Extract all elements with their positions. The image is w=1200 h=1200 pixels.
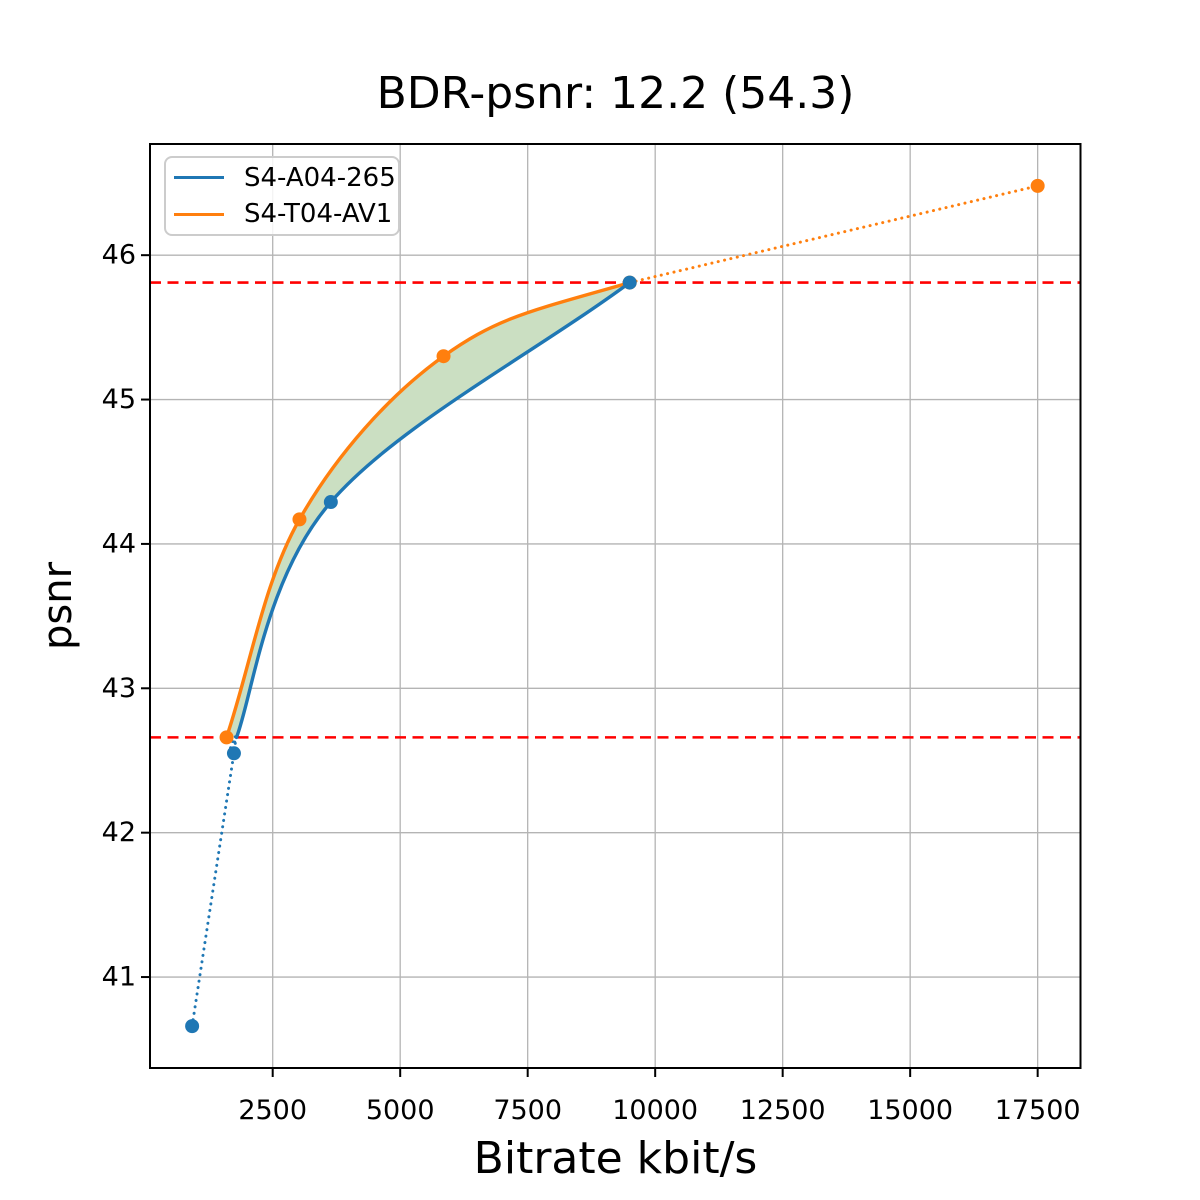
y-tick-label: 44 [102, 528, 136, 559]
x-tick-label: 15000 [867, 1095, 953, 1126]
x-axis-label: Bitrate kbit/s [473, 1133, 758, 1184]
legend-line-sample-orange [174, 212, 224, 216]
series-marker-orange [436, 349, 451, 364]
chart-title: BDR-psnr: 12.2 (54.3) [376, 68, 855, 119]
legend-label: S4-A04-265 [244, 162, 396, 193]
series-dotted-line-blue [190, 734, 238, 1028]
legend: S4-A04-265 S4-T04-AV1 [164, 156, 400, 236]
x-tick-label: 2500 [238, 1095, 307, 1126]
series-dotted-line-orange [628, 184, 1040, 285]
x-tick-label: 7500 [493, 1095, 562, 1126]
series-marker-orange [292, 512, 307, 527]
series-marker-orange [219, 730, 234, 745]
legend-entry: S4-A04-265 [174, 161, 398, 195]
x-tick-label: 5000 [366, 1095, 435, 1126]
series-marker-blue [185, 1019, 200, 1034]
series-solid-line-blue [234, 280, 632, 740]
y-tick-label: 41 [102, 962, 136, 993]
y-tick-label: 43 [102, 673, 136, 704]
series-marker-orange [1030, 178, 1045, 193]
y-tick-label: 46 [102, 240, 136, 271]
y-tick-label: 45 [102, 384, 136, 415]
x-tick-label: 12500 [740, 1095, 826, 1126]
series-marker-blue [323, 495, 338, 510]
y-axis-label: psnr [35, 561, 81, 651]
legend-line-sample-blue [174, 176, 224, 180]
y-tick-label: 42 [102, 817, 136, 848]
series-solid-line-orange [224, 280, 632, 740]
bd-overlap-fill [226, 282, 630, 738]
x-tick-label: 17500 [995, 1095, 1081, 1126]
plot-border [149, 143, 1082, 1069]
series-marker-blue [622, 275, 637, 290]
series-marker-blue [226, 746, 241, 761]
legend-label: S4-T04-AV1 [244, 199, 393, 230]
legend-entry: S4-T04-AV1 [174, 197, 398, 231]
x-tick-label: 10000 [612, 1095, 698, 1126]
